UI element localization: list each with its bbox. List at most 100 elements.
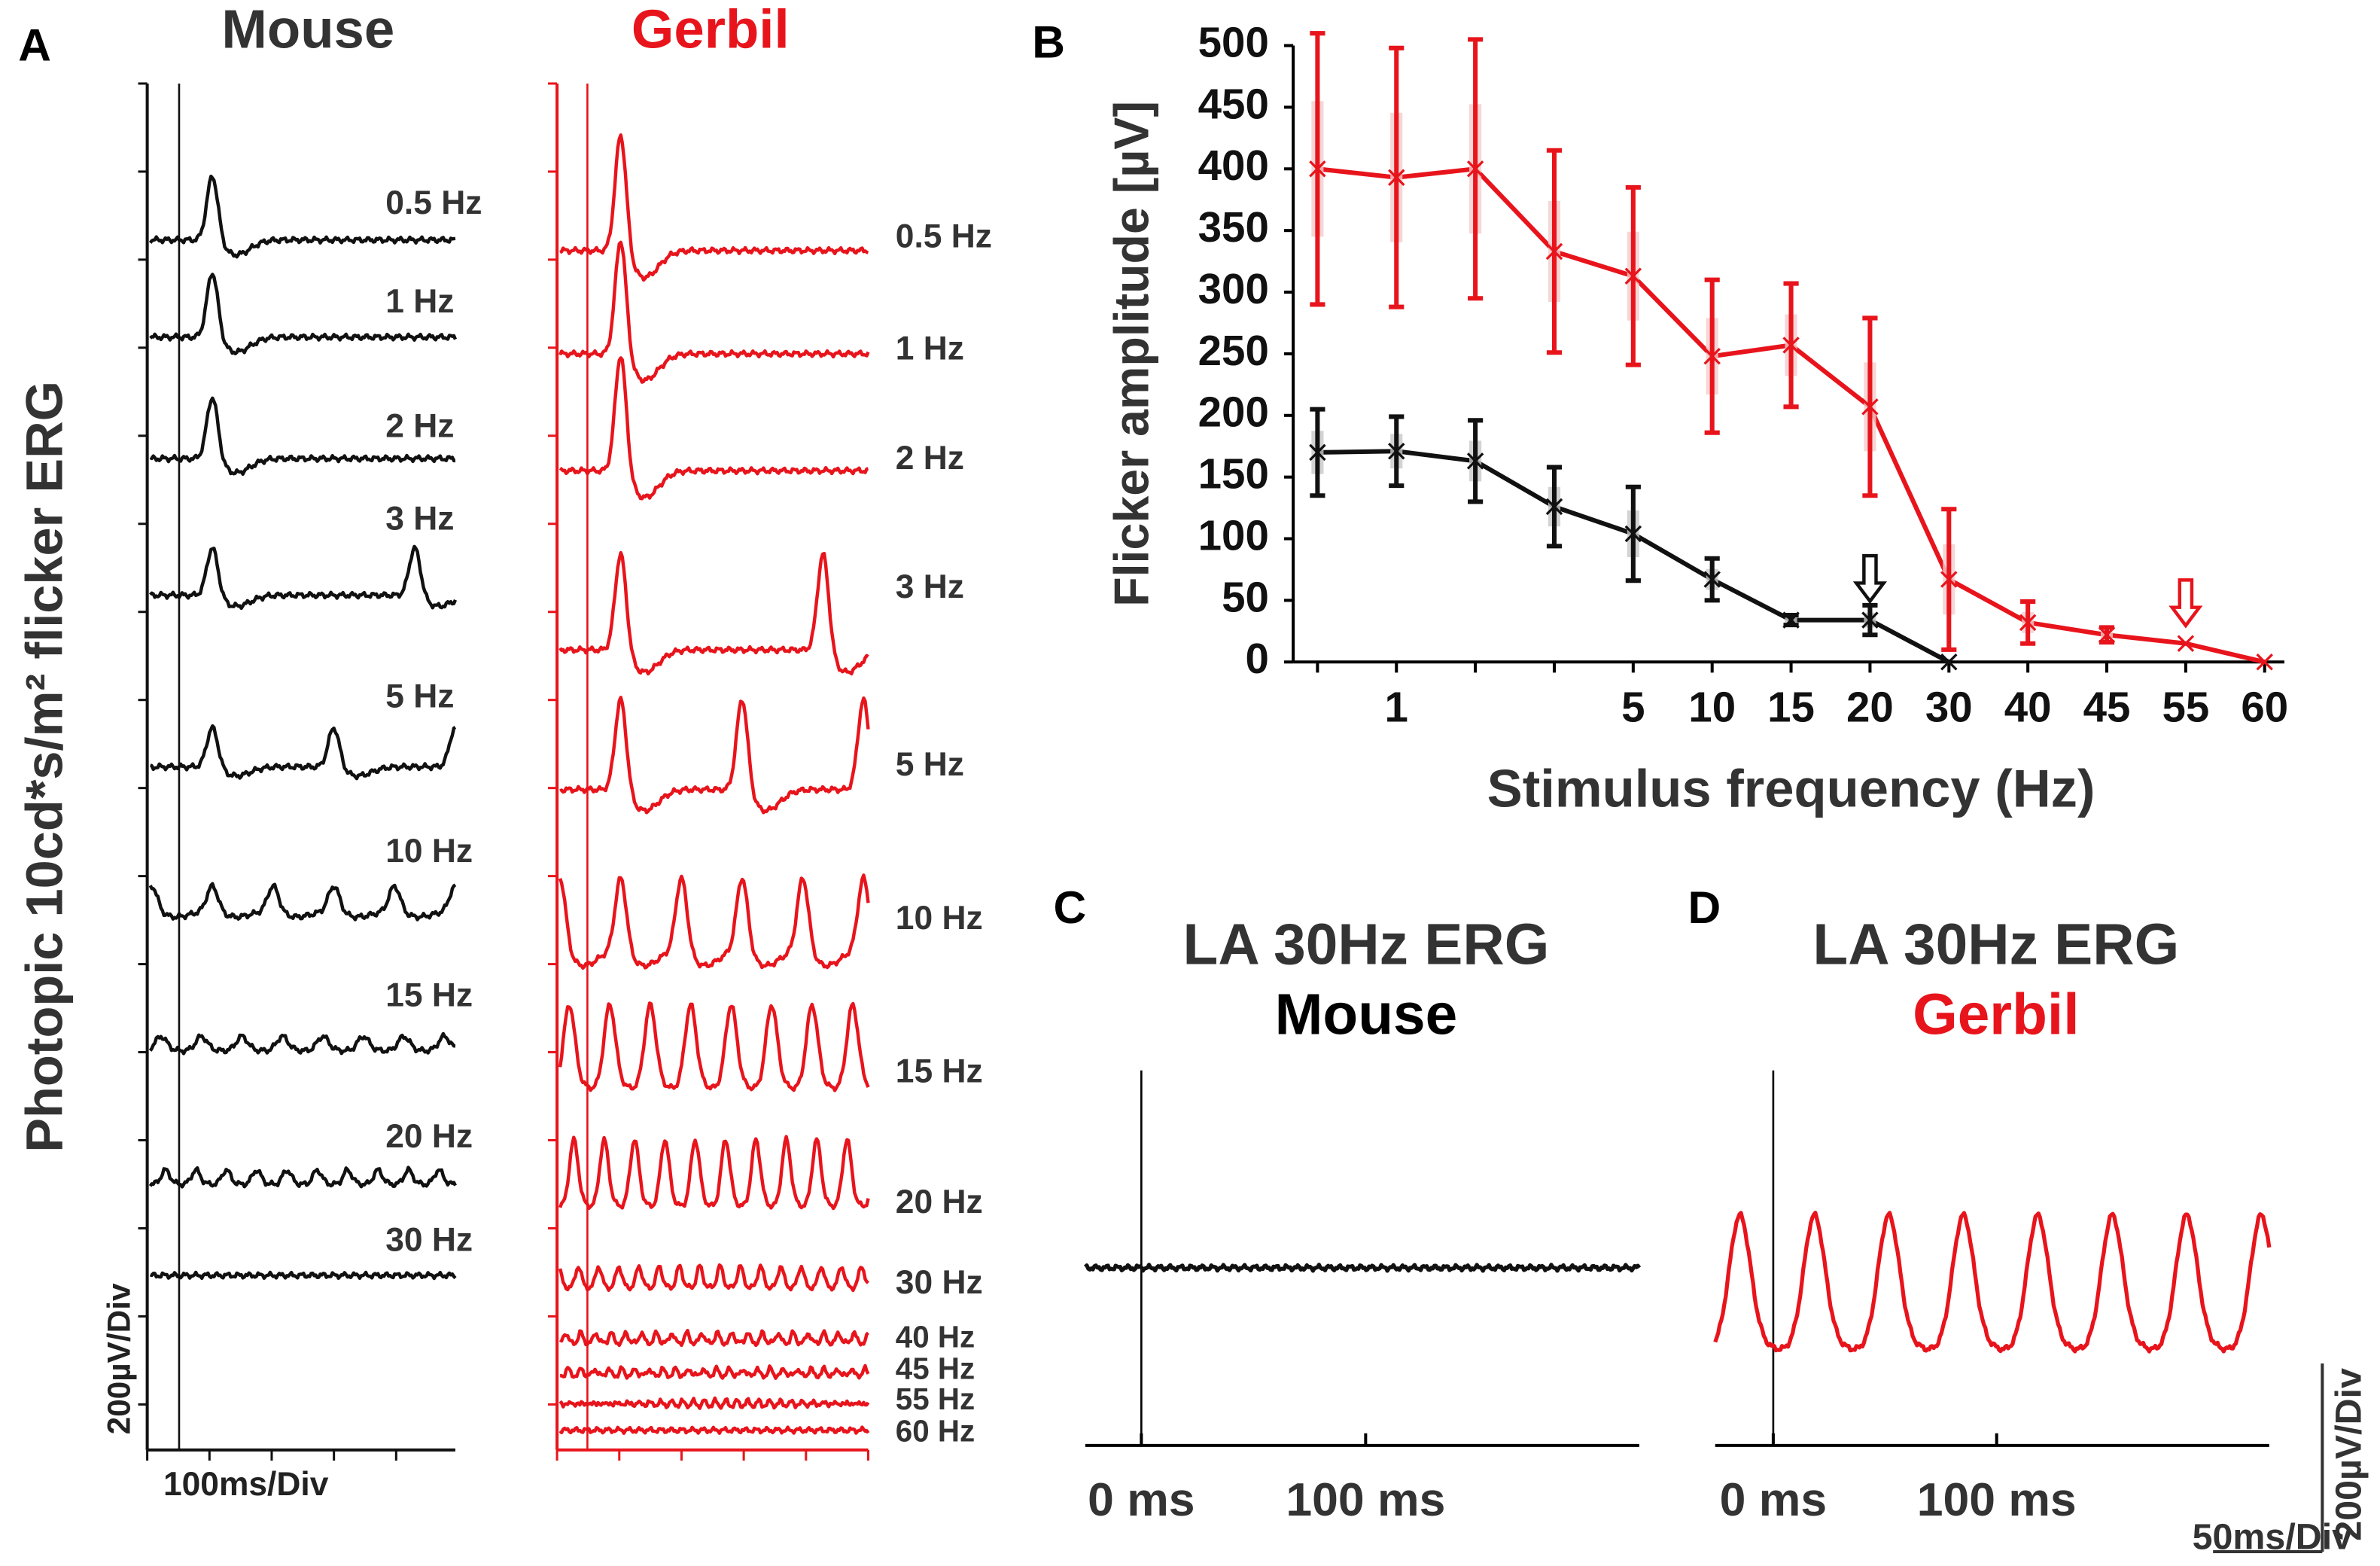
erg-trace: [148, 1165, 457, 1189]
erg-trace: [148, 882, 457, 922]
erg-trace: [558, 1425, 870, 1435]
erg-trace: [558, 1328, 869, 1348]
trace-label: 30 Hz: [896, 1264, 983, 1301]
trace-label: 1 Hz: [896, 331, 964, 367]
scale-label: 50ms/Div: [2193, 1517, 2353, 1558]
marker: [1309, 443, 1326, 462]
x-tick-label: 45: [2083, 684, 2131, 731]
erg-trace: [559, 1363, 870, 1380]
erg-trace: [148, 174, 456, 259]
panel-subtitle: Mouse: [1275, 983, 1458, 1047]
y-tick-label: 450: [1198, 80, 1269, 127]
marker: [1703, 347, 1721, 365]
panel-title: LA 30Hz ERG: [1183, 913, 1550, 977]
trace-label: 2 Hz: [896, 440, 964, 477]
trace-label: 3 Hz: [385, 500, 454, 537]
marker: [2098, 626, 2116, 644]
erg-trace: [558, 873, 870, 970]
erg-trace: [559, 696, 870, 815]
panel-title: LA 30Hz ERG: [1812, 913, 2179, 977]
y-tick-label: 400: [1198, 142, 1269, 189]
y-tick-label: 250: [1198, 327, 1269, 374]
panel-label: C: [1054, 882, 1087, 933]
trace-label: 2 Hz: [385, 407, 454, 444]
trace-label: 10 Hz: [385, 833, 473, 870]
trace-label: 40 Hz: [896, 1319, 975, 1354]
trace-label: 15 Hz: [896, 1053, 983, 1089]
x-tick-label: 40: [2004, 684, 2052, 731]
erg-trace: [1713, 1211, 2272, 1354]
panel-subtitle: Gerbil: [1913, 983, 2079, 1047]
x-tick-label: 100 ms: [1286, 1473, 1445, 1526]
trace-label: 20 Hz: [385, 1118, 473, 1155]
scale-label: 200µV/Div: [102, 1283, 137, 1434]
erg-trace: [558, 356, 869, 501]
x-tick-label: 0 ms: [1720, 1473, 1827, 1526]
panel-label: D: [1688, 882, 1721, 933]
scale-label: 200µV/Div: [2328, 1368, 2369, 1541]
erg-trace: [559, 133, 869, 282]
erg-trace: [149, 273, 458, 355]
trace-label: 10 Hz: [896, 900, 983, 937]
arrow: [1852, 553, 1888, 605]
trace-label: 5 Hz: [896, 746, 964, 783]
panel-title: Mouse: [221, 0, 394, 60]
x-tick-label: 30: [1925, 684, 1973, 731]
marker: [1940, 571, 1958, 588]
y-tick-label: 50: [1222, 573, 1269, 620]
marker: [1624, 267, 1642, 285]
arrow: [2168, 578, 2203, 629]
erg-trace: [149, 544, 458, 611]
erg-trace: [149, 1270, 457, 1281]
trace-label: 0.5 Hz: [896, 218, 992, 254]
erg-trace: [558, 1263, 869, 1293]
marker: [1466, 452, 1484, 470]
trace-label: 1 Hz: [385, 283, 454, 320]
erg-trace: [148, 1031, 456, 1056]
erg-trace: [558, 240, 870, 384]
erg-trace: [558, 1396, 870, 1410]
marker: [1545, 242, 1563, 260]
x-axis-label: Stimulus frequency (Hz): [1487, 758, 2095, 818]
x-tick-label: 10: [1688, 684, 1736, 731]
erg-trace: [558, 550, 869, 676]
panel-label: A: [18, 20, 51, 71]
marker: [1782, 611, 1800, 629]
y-tick-label: 350: [1198, 203, 1269, 251]
y-tick-label: 500: [1198, 18, 1269, 66]
panel-title: Gerbil: [632, 0, 790, 60]
trace-label: 0.5 Hz: [385, 184, 482, 221]
marker: [1388, 443, 1405, 460]
x-tick-label: 15: [1767, 684, 1815, 731]
erg-trace: [558, 1135, 870, 1211]
marker: [1388, 169, 1405, 186]
x-tick-label: 55: [2162, 684, 2209, 731]
marker: [1861, 611, 1879, 629]
x-tick-label: 20: [1846, 684, 1894, 731]
trace-label: 15 Hz: [385, 977, 473, 1014]
marker: [2019, 614, 2037, 632]
erg-trace: [1084, 1263, 1642, 1273]
y-tick-label: 150: [1198, 450, 1269, 498]
marker: [1703, 571, 1721, 588]
marker: [1624, 525, 1642, 543]
trace-label: 60 Hz: [896, 1413, 975, 1448]
marker: [1782, 337, 1800, 354]
marker: [2177, 635, 2195, 652]
x-tick-label: 0 ms: [1088, 1473, 1195, 1526]
scale-label: 100ms/Div: [163, 1466, 329, 1503]
trace-label: 20 Hz: [896, 1184, 983, 1220]
panel-label: B: [1032, 17, 1065, 68]
marker: [1940, 654, 1958, 671]
y-tick-label: 200: [1198, 388, 1269, 436]
marker: [1861, 398, 1879, 416]
trace-label: 55 Hz: [896, 1382, 975, 1416]
trace-label: 30 Hz: [385, 1221, 473, 1258]
trace-label: 45 Hz: [896, 1351, 975, 1386]
marker: [1309, 160, 1326, 178]
marker: [2256, 654, 2273, 671]
marker: [1545, 498, 1563, 516]
trace-label: 3 Hz: [896, 568, 964, 605]
trace-label: 5 Hz: [385, 678, 454, 714]
